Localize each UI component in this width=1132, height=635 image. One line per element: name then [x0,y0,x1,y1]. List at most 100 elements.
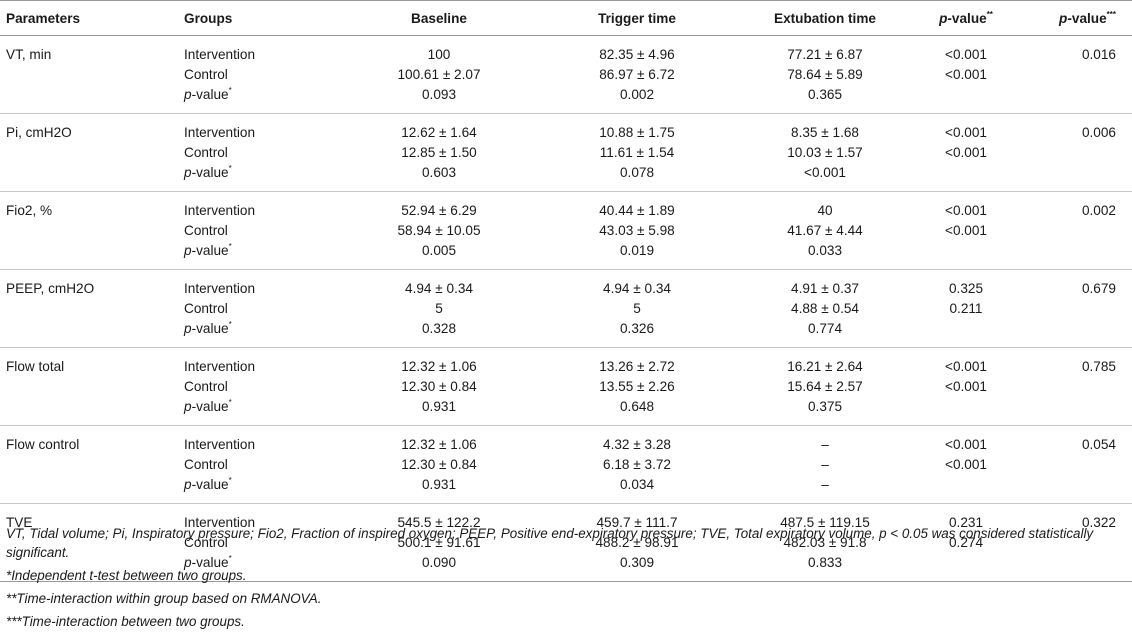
cell-trigger-time: 4.94 ± 0.34 [603,281,671,296]
header-trigger-time: Trigger time [598,10,676,26]
cell-extubation-time: 10.03 ± 1.57 [787,145,863,160]
cell-pvalue-between: 0.006 [1081,125,1116,140]
cell-trigger-time: 11.61 ± 1.54 [599,145,675,160]
cell-baseline: 12.30 ± 0.84 [401,457,477,472]
cell-extubation-time: 15.64 ± 2.57 [787,379,863,394]
cell-pvalue-within: <0.001 [945,125,987,140]
cell-pvalue-between [1038,163,1132,192]
cell-parameter [0,241,184,270]
footnote-marker: * [228,398,232,407]
cell-extubation-time: 4.88 ± 0.54 [791,301,859,316]
cell-parameter [0,377,184,397]
cell-pvalue-between [1038,475,1132,504]
cell-baseline: 0.603 [421,165,457,180]
cell-pvalue-between [1038,319,1132,348]
cell-parameter [0,65,184,85]
cell-parameter [0,143,184,163]
cell-extubation-time: 487.5 ± 119.15 [780,515,870,530]
cell-group: Control [184,535,228,550]
cell-trigger-time: 86.97 ± 6.72 [599,67,675,82]
cell-pvalue-within [894,475,1038,504]
cell-parameter [0,85,184,114]
cell-trigger-time: 488.2 ± 98.91 [595,535,679,550]
cell-trigger-time: 13.55 ± 2.26 [599,379,675,394]
cell-pvalue-within: <0.001 [945,359,987,374]
p-italic: p [184,243,192,258]
cell-pvalue-between: 0.054 [1081,437,1116,452]
p-italic: p [184,165,192,180]
cell-baseline: 0.931 [421,477,457,492]
cell-pvalue-within: 0.325 [948,281,984,296]
cell-pvalue-between: 0.785 [1081,359,1116,374]
cell-group: Control [184,457,228,472]
cell-trigger-time: 43.03 ± 5.98 [599,223,675,238]
cell-pvalue-between [1038,241,1132,270]
footnote-1: *Independent t-test between two groups. [6,568,247,583]
footnote-marker: * [228,86,232,95]
cell-parameter: Flow control [6,437,80,452]
cell-trigger-time: 0.326 [619,321,655,336]
results-table: Parameters Groups Baseline Trigger time … [0,0,1132,582]
cell-pvalue-between [1038,85,1132,114]
cell-baseline: 52.94 ± 6.29 [401,203,477,218]
cell-extubation-time: 0.365 [807,87,843,102]
cell-group: Intervention [184,437,256,452]
table-footnotes: VT, Tidal volume; Pi, Inspiratory pressu… [6,524,1126,635]
cell-pvalue-between [1038,143,1132,163]
cell-baseline: 100.61 ± 2.07 [397,67,481,82]
cell-extubation-time: – [821,437,829,452]
table-row: Control 500.1 ± 91.61 488.2 ± 98.91 482.03 … [0,533,1132,553]
cell-pvalue-within: <0.001 [945,203,987,218]
cell-extubation-time: 4.91 ± 0.37 [791,281,859,296]
footnote-marker: * [228,320,232,329]
cell-extubation-time: 41.67 ± 4.44 [787,223,863,238]
cell-extubation-time: 0.774 [807,321,843,336]
cell-trigger-time: 6.18 ± 3.72 [603,457,671,472]
cell-group: Intervention [184,125,256,140]
header-pvalue-within-sup: ** [986,9,993,19]
cell-group: Control [184,223,228,238]
cell-pvalue-between [1038,377,1132,397]
footnote-marker: * [228,164,232,173]
footnote-2: **Time-interaction within group based on… [6,591,322,606]
cell-trigger-time: 13.26 ± 2.72 [599,359,675,374]
cell-baseline: 0.328 [421,321,457,336]
cell-extubation-time: 8.35 ± 1.68 [791,125,859,140]
cell-group: Control [184,67,228,82]
header-pvalue-between-label: value [1071,10,1107,26]
table-body: VT, min Intervention 100 82.35 ± 4.96 77.21 … [0,36,1132,582]
header-p-prefix: p- [939,10,952,26]
table-row: Control 12.30 ± 0.84 13.55 ± 2.26 15.64 ± 2… [0,377,1132,397]
cell-extubation-time: 482.03 ± 91.8 [783,535,867,550]
cell-pvalue-within: 0.274 [948,535,984,550]
cell-group: p-value* [184,554,232,571]
cell-extubation-time: – [821,457,829,472]
table-row: p-value* 0.093 0.002 0.365 [0,85,1132,114]
table-row: Fio2, % Intervention 52.94 ± 6.29 40.44 ± 1… [0,192,1132,222]
p-italic: p [184,399,192,414]
cell-group: p-value* [184,476,232,493]
cell-pvalue-between [1038,455,1132,475]
cell-extubation-time: 78.64 ± 5.89 [787,67,863,82]
table-row: p-value* 0.090 0.309 0.833 [0,553,1132,582]
table-row: p-value* 0.603 0.078 <0.001 [0,163,1132,192]
cell-parameter: PEEP, cmH2O [6,281,95,296]
header-pvalue-between-sup: *** [1106,9,1116,19]
cell-parameter: Flow total [6,359,65,374]
table-row: PEEP, cmH2O Intervention 4.94 ± 0.34 4.94 ±… [0,270,1132,300]
cell-baseline: 0.093 [421,87,457,102]
cell-pvalue-within [894,85,1038,114]
cell-parameter [0,455,184,475]
cell-parameter: Pi, cmH2O [6,125,72,140]
table-row: Flow control Intervention 12.32 ± 1.06 4.32… [0,426,1132,456]
table-row: Control 100.61 ± 2.07 86.97 ± 6.72 78.64 ± … [0,65,1132,85]
cell-trigger-time: 0.078 [619,165,655,180]
cell-group: p-value* [184,398,232,415]
cell-pvalue-within: 0.231 [948,515,984,530]
cell-pvalue-between: 0.679 [1081,281,1116,296]
cell-parameter [0,163,184,192]
cell-parameter [0,299,184,319]
table-row: TVE Intervention 545.5 ± 122.2 459.7 ± 111.… [0,504,1132,534]
header-pvalue-within-label: value [951,10,987,26]
